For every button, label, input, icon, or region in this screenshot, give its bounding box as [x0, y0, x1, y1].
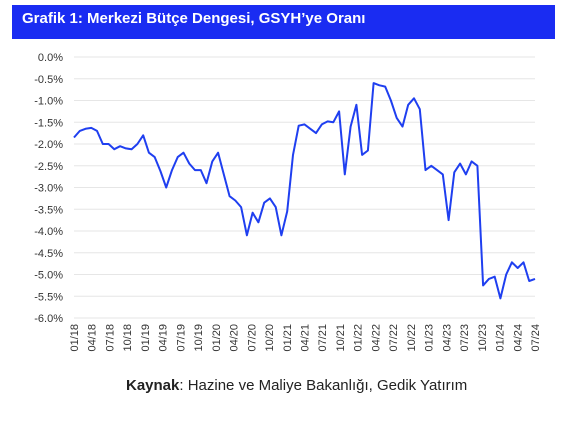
y-tick-label: -3.0% [34, 183, 63, 195]
x-tick-label: 01/24 [495, 324, 507, 352]
x-tick-label: 10/23 [477, 324, 489, 352]
x-tick-label: 04/21 [300, 324, 312, 352]
x-tick-label: 07/18 [104, 324, 116, 352]
y-tick-label: -2.0% [34, 139, 63, 151]
series-layer [73, 82, 536, 300]
x-tick-label: 01/18 [69, 324, 81, 352]
x-tick-label: 07/22 [388, 324, 400, 352]
x-tick-label: 01/19 [140, 324, 152, 352]
y-tick-label: -5.0% [34, 270, 63, 282]
y-tick-label: -6.0% [34, 313, 63, 325]
y-tick-label: -0.5% [34, 74, 63, 86]
x-tick-label: 04/18 [87, 324, 99, 352]
x-tick-label: 04/24 [512, 324, 524, 352]
x-tick-label: 04/19 [158, 324, 170, 352]
x-tick-label: 04/20 [229, 324, 241, 352]
y-tick-label: -3.5% [34, 204, 63, 216]
x-tick-label: 10/20 [264, 324, 276, 352]
x-axis-ticks: 01/18 04/18 07/18 10/18 01/19 04/19 07/19 10/19… [69, 324, 542, 352]
y-tick-label: -4.0% [34, 226, 63, 238]
source-label: Kaynak [126, 377, 180, 394]
series-line [73, 82, 536, 300]
x-tick-label: 07/19 [175, 324, 187, 352]
x-tick-label: 07/23 [459, 324, 471, 352]
x-tick-label: 10/22 [406, 324, 418, 352]
x-tick-label: 07/21 [317, 324, 329, 352]
source-text: : Hazine ve Maliye Bakanlığı, Gedik Yatı… [179, 377, 468, 394]
y-axis-ticks: 0.0% -0.5% -1.0% -1.5% -2.0% -2.5% -3.0% -3.5% -… [34, 52, 63, 325]
x-tick-label: 10/19 [193, 324, 205, 352]
y-tick-label: 0.0% [38, 52, 63, 64]
y-tick-label: -5.5% [34, 291, 63, 303]
y-tick-label: -2.5% [34, 161, 63, 173]
y-tick-label: -4.5% [34, 248, 63, 260]
x-tick-label: 07/20 [246, 324, 258, 352]
chart-title: Grafik 1: Merkezi Bütçe Dengesi, GSYH’ye… [22, 10, 366, 27]
x-tick-label: 04/23 [441, 324, 453, 352]
x-tick-label: 01/23 [424, 324, 436, 352]
x-tick-label: 01/20 [211, 324, 223, 352]
y-tick-label: -1.0% [34, 96, 63, 108]
source-note: Kaynak: Hazine ve Maliye Bakanlığı, Gedi… [126, 377, 467, 394]
x-tick-label: 10/21 [335, 324, 347, 352]
x-tick-label: 10/18 [122, 324, 134, 352]
x-tick-label: 04/22 [370, 324, 382, 352]
x-tick-label: 01/21 [282, 324, 294, 352]
x-tick-label: 01/22 [353, 324, 365, 352]
gridlines [74, 56, 535, 319]
chart-title-bar: Grafik 1: Merkezi Bütçe Dengesi, GSYH’ye… [12, 5, 555, 39]
y-tick-label: -1.5% [34, 117, 63, 129]
x-tick-label: 07/24 [530, 324, 542, 352]
